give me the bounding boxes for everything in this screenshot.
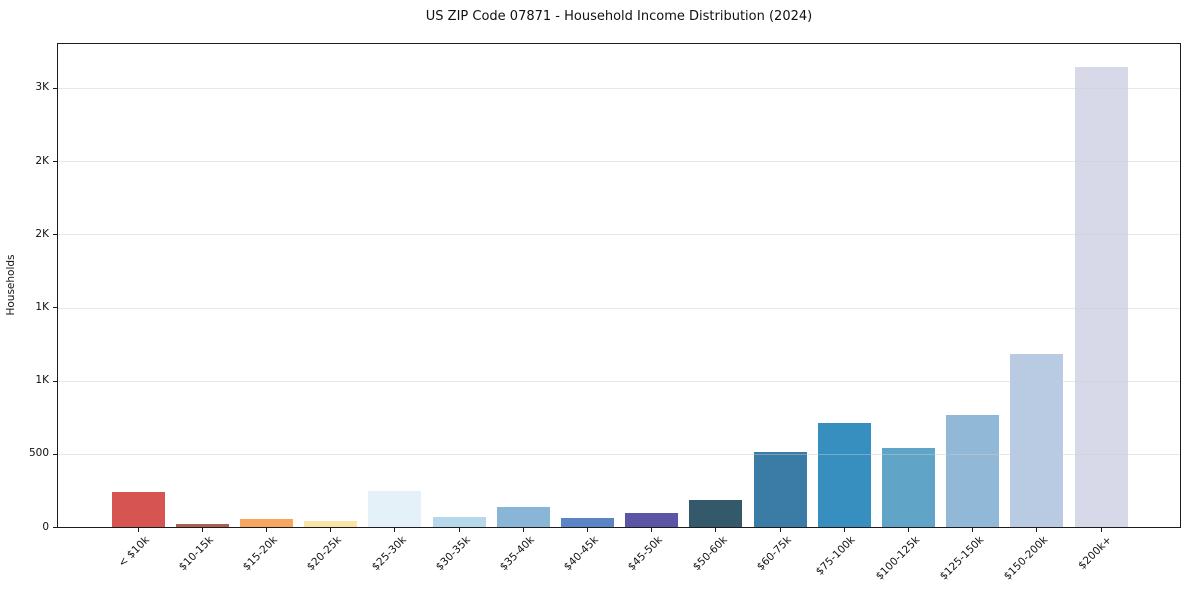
y-tick-mark bbox=[53, 88, 57, 89]
x-tick-label: $25-30k bbox=[369, 534, 409, 574]
x-tick-label: < $10k bbox=[115, 534, 152, 570]
bar bbox=[881, 448, 935, 527]
x-tick-mark bbox=[1100, 528, 1102, 532]
x-tick-label: $35-40k bbox=[497, 534, 537, 574]
gridline bbox=[58, 307, 1180, 309]
x-tick-label: $10-15k bbox=[176, 534, 216, 574]
grid-layer bbox=[58, 44, 1180, 527]
bar bbox=[1074, 67, 1128, 527]
x-tick-mark bbox=[330, 528, 332, 532]
bar bbox=[946, 415, 1000, 527]
bar bbox=[304, 520, 358, 527]
bar bbox=[496, 507, 550, 527]
y-tick-label: 0 bbox=[42, 520, 49, 533]
x-tick-label: $50-60k bbox=[690, 534, 730, 574]
bar bbox=[432, 516, 486, 527]
x-tick-mark bbox=[265, 528, 267, 532]
y-tick-mark bbox=[53, 454, 57, 455]
bar bbox=[817, 423, 871, 527]
x-tick-mark bbox=[586, 528, 588, 532]
y-tick-label: 2K bbox=[35, 154, 49, 167]
x-tick-mark bbox=[779, 528, 781, 532]
x-tick-label: $40-45k bbox=[561, 534, 601, 574]
chart-title: US ZIP Code 07871 - Household Income Dis… bbox=[425, 9, 813, 24]
y-tick-mark bbox=[53, 234, 57, 235]
bar bbox=[239, 518, 293, 527]
x-tick-mark bbox=[715, 528, 717, 532]
x-tick-mark bbox=[907, 528, 909, 532]
x-tick-mark bbox=[458, 528, 460, 532]
plot-area bbox=[57, 43, 1181, 528]
x-tick-mark bbox=[1036, 528, 1038, 532]
x-tick-mark bbox=[522, 528, 524, 532]
gridline bbox=[58, 87, 1180, 89]
bar bbox=[368, 491, 422, 527]
gridline bbox=[58, 234, 1180, 236]
bar bbox=[560, 517, 614, 527]
y-tick-mark bbox=[53, 527, 57, 528]
x-tick-label: $100-125k bbox=[873, 534, 922, 583]
y-tick-label: 2K bbox=[35, 227, 49, 240]
x-tick-label: $125-150k bbox=[937, 534, 987, 583]
bar bbox=[1010, 353, 1064, 527]
y-tick-mark bbox=[53, 381, 57, 382]
gridline bbox=[58, 161, 1180, 163]
x-tick-label: $20-25k bbox=[305, 534, 345, 574]
y-tick-mark bbox=[53, 161, 57, 162]
y-tick-label: 1K bbox=[35, 374, 49, 387]
x-tick-label: $45-50k bbox=[626, 534, 666, 574]
y-tick-label: 500 bbox=[28, 447, 49, 460]
y-tick-label: 3K bbox=[35, 81, 49, 94]
x-tick-label: $75-100k bbox=[813, 534, 858, 578]
x-tick-label: $60-75k bbox=[754, 534, 794, 574]
bar bbox=[753, 452, 807, 527]
bar bbox=[625, 512, 679, 527]
y-tick-label: 1K bbox=[35, 301, 49, 313]
bar bbox=[689, 499, 743, 527]
bars-layer bbox=[58, 44, 1180, 527]
bar bbox=[175, 524, 229, 527]
x-tick-mark bbox=[201, 528, 203, 532]
x-tick-mark bbox=[137, 528, 139, 532]
x-tick-label: $15-20k bbox=[240, 534, 280, 574]
y-tick-mark bbox=[53, 307, 57, 308]
bar bbox=[111, 491, 165, 527]
x-tick-mark bbox=[394, 528, 396, 532]
x-tick-mark bbox=[972, 528, 974, 532]
x-tick-label: $30-35k bbox=[433, 534, 473, 574]
x-tick-mark bbox=[843, 528, 845, 532]
gridline bbox=[58, 380, 1180, 382]
x-tick-label: $150-200k bbox=[1001, 534, 1051, 583]
x-tick-mark bbox=[651, 528, 653, 532]
gridline bbox=[58, 453, 1180, 455]
x-tick-label: $200k+ bbox=[1076, 534, 1115, 572]
